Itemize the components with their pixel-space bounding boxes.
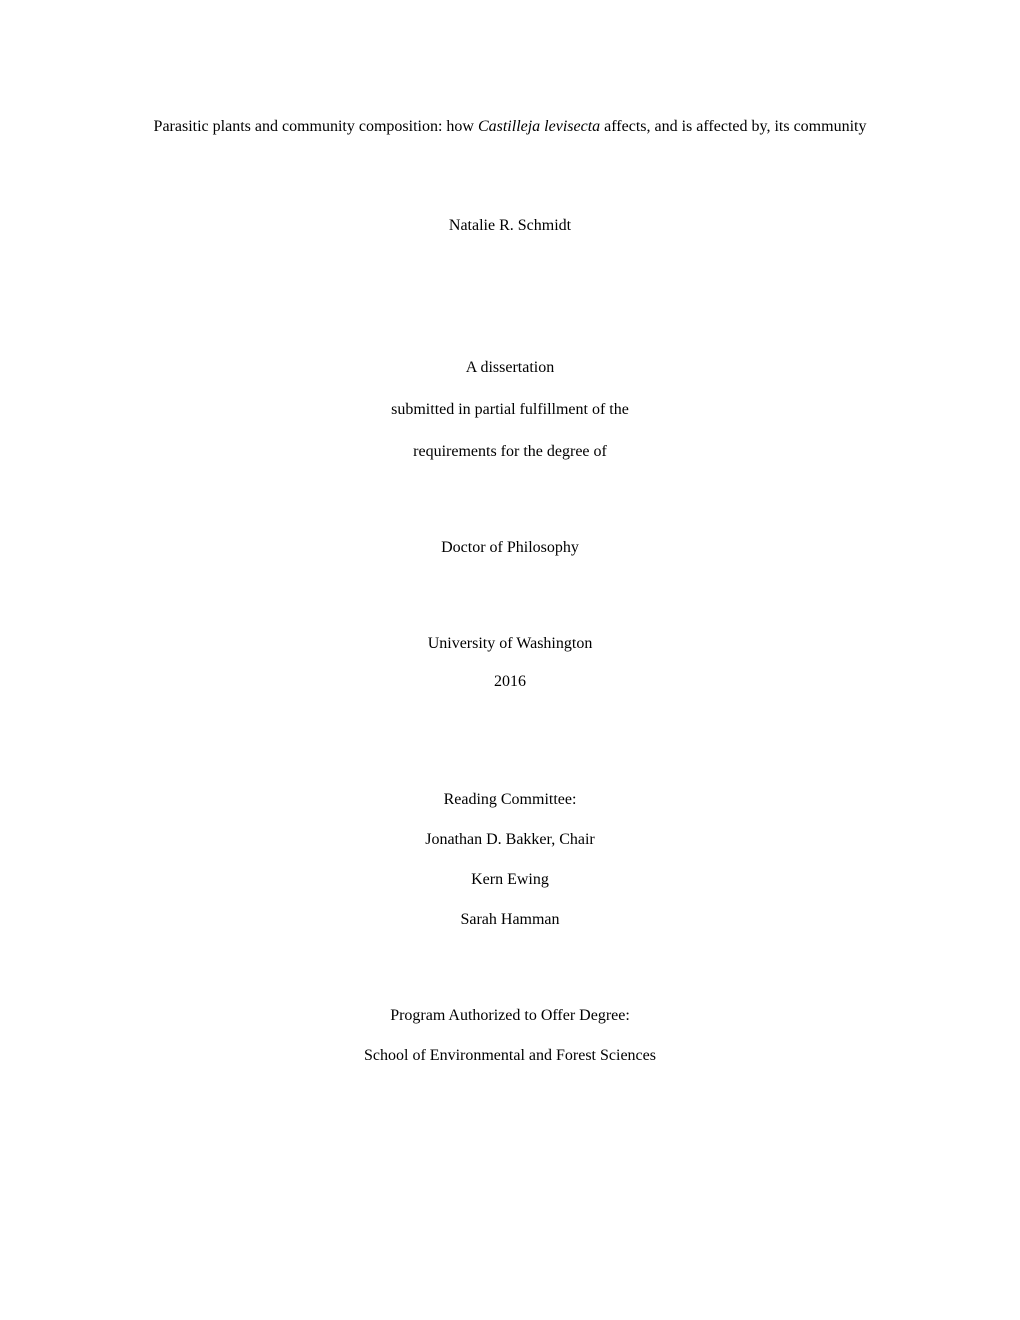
program-block: Program Authorized to Offer Degree: Scho… xyxy=(95,1007,925,1065)
committee-heading: Reading Committee: xyxy=(95,791,925,809)
degree-name: Doctor of Philosophy xyxy=(95,539,925,557)
title-part2: affects, and is affected by, its communi… xyxy=(600,118,866,135)
dissertation-statement: A dissertation submitted in partial fulf… xyxy=(95,359,925,461)
university-block: University of Washington 2016 xyxy=(95,635,925,691)
title-italic-species: Castilleja levisecta xyxy=(478,118,600,135)
program-heading: Program Authorized to Offer Degree: xyxy=(95,1007,925,1025)
dissertation-line1: A dissertation xyxy=(95,359,925,377)
reading-committee: Reading Committee: Jonathan D. Bakker, C… xyxy=(95,791,925,929)
title-part1: Parasitic plants and community compositi… xyxy=(154,118,478,135)
committee-member2: Sarah Hamman xyxy=(95,911,925,929)
university-year: 2016 xyxy=(95,673,925,691)
dissertation-line2: submitted in partial fulfillment of the xyxy=(95,401,925,419)
committee-member1: Kern Ewing xyxy=(95,871,925,889)
program-school: School of Environmental and Forest Scien… xyxy=(95,1047,925,1065)
dissertation-title: Parasitic plants and community compositi… xyxy=(95,115,925,139)
university-name: University of Washington xyxy=(95,635,925,653)
author-name: Natalie R. Schmidt xyxy=(95,217,925,235)
committee-chair: Jonathan D. Bakker, Chair xyxy=(95,831,925,849)
dissertation-line3: requirements for the degree of xyxy=(95,443,925,461)
